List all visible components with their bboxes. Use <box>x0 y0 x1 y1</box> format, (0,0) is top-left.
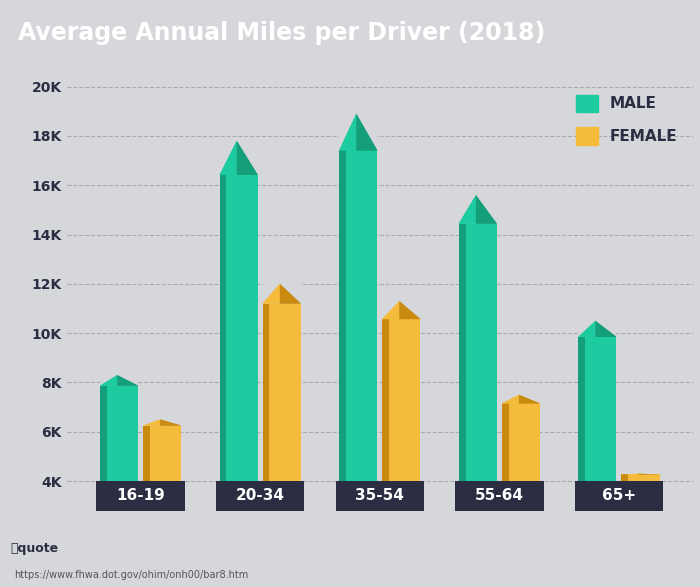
Polygon shape <box>519 395 540 403</box>
Text: 20-34: 20-34 <box>236 488 285 504</box>
Bar <box>143 420 150 481</box>
Polygon shape <box>382 301 400 319</box>
Polygon shape <box>280 284 301 303</box>
Bar <box>270 284 301 481</box>
Polygon shape <box>143 420 160 426</box>
Polygon shape <box>400 301 421 319</box>
Bar <box>220 141 226 481</box>
Bar <box>339 114 377 150</box>
Text: Average Annual Miles per Driver (2018): Average Annual Miles per Driver (2018) <box>18 21 545 45</box>
Bar <box>382 301 389 481</box>
Bar <box>585 321 617 481</box>
Polygon shape <box>339 114 356 150</box>
Polygon shape <box>117 375 138 386</box>
Polygon shape <box>356 114 377 150</box>
Bar <box>628 474 659 481</box>
Polygon shape <box>596 321 617 337</box>
Text: 35-54: 35-54 <box>356 488 404 504</box>
Polygon shape <box>596 321 617 337</box>
Legend: MALE, FEMALE: MALE, FEMALE <box>569 87 685 153</box>
Polygon shape <box>100 375 117 386</box>
Polygon shape <box>237 141 258 175</box>
Polygon shape <box>220 141 237 175</box>
Polygon shape <box>578 321 596 337</box>
Bar <box>578 321 617 337</box>
Polygon shape <box>262 284 280 303</box>
Bar <box>578 321 585 481</box>
Bar <box>502 395 540 403</box>
Polygon shape <box>160 420 181 426</box>
Polygon shape <box>502 395 519 403</box>
Polygon shape <box>160 420 181 426</box>
Bar <box>150 420 181 481</box>
Polygon shape <box>100 375 117 386</box>
Bar <box>339 114 346 481</box>
Text: 16-19: 16-19 <box>116 488 165 504</box>
Polygon shape <box>237 141 258 175</box>
Polygon shape <box>220 141 237 175</box>
Polygon shape <box>458 195 476 224</box>
Bar <box>216 481 304 511</box>
Bar <box>100 375 107 481</box>
Text: https://www.fhwa.dot.gov/ohim/onh00/bar8.htm: https://www.fhwa.dot.gov/ohim/onh00/bar8… <box>14 570 248 580</box>
Bar <box>226 141 258 481</box>
Bar <box>509 395 540 481</box>
Polygon shape <box>458 195 476 224</box>
Text: 55-64: 55-64 <box>475 488 524 504</box>
Polygon shape <box>339 114 356 150</box>
Bar <box>458 195 466 481</box>
Polygon shape <box>578 321 596 337</box>
Text: Ⓠquote: Ⓠquote <box>10 542 59 555</box>
Bar <box>502 395 509 481</box>
Bar <box>262 284 270 481</box>
Bar <box>466 195 497 481</box>
Bar <box>382 301 421 319</box>
Text: 65+: 65+ <box>602 488 636 504</box>
Polygon shape <box>262 284 280 303</box>
Bar <box>143 420 181 426</box>
Bar <box>575 481 663 511</box>
Polygon shape <box>382 301 400 319</box>
Polygon shape <box>519 395 540 403</box>
Bar <box>389 301 421 481</box>
Bar <box>97 481 185 511</box>
Polygon shape <box>476 195 497 224</box>
Polygon shape <box>143 420 160 426</box>
Polygon shape <box>400 301 421 319</box>
Polygon shape <box>117 375 138 386</box>
Bar <box>346 114 377 481</box>
Bar <box>455 481 543 511</box>
Bar <box>335 481 424 511</box>
Bar <box>220 141 258 175</box>
Bar <box>458 195 497 224</box>
Polygon shape <box>502 395 519 403</box>
Polygon shape <box>476 195 497 224</box>
Bar <box>107 375 138 481</box>
Bar <box>262 284 301 303</box>
Polygon shape <box>280 284 301 303</box>
Polygon shape <box>356 114 377 150</box>
Bar <box>100 375 138 386</box>
Bar <box>622 474 628 481</box>
